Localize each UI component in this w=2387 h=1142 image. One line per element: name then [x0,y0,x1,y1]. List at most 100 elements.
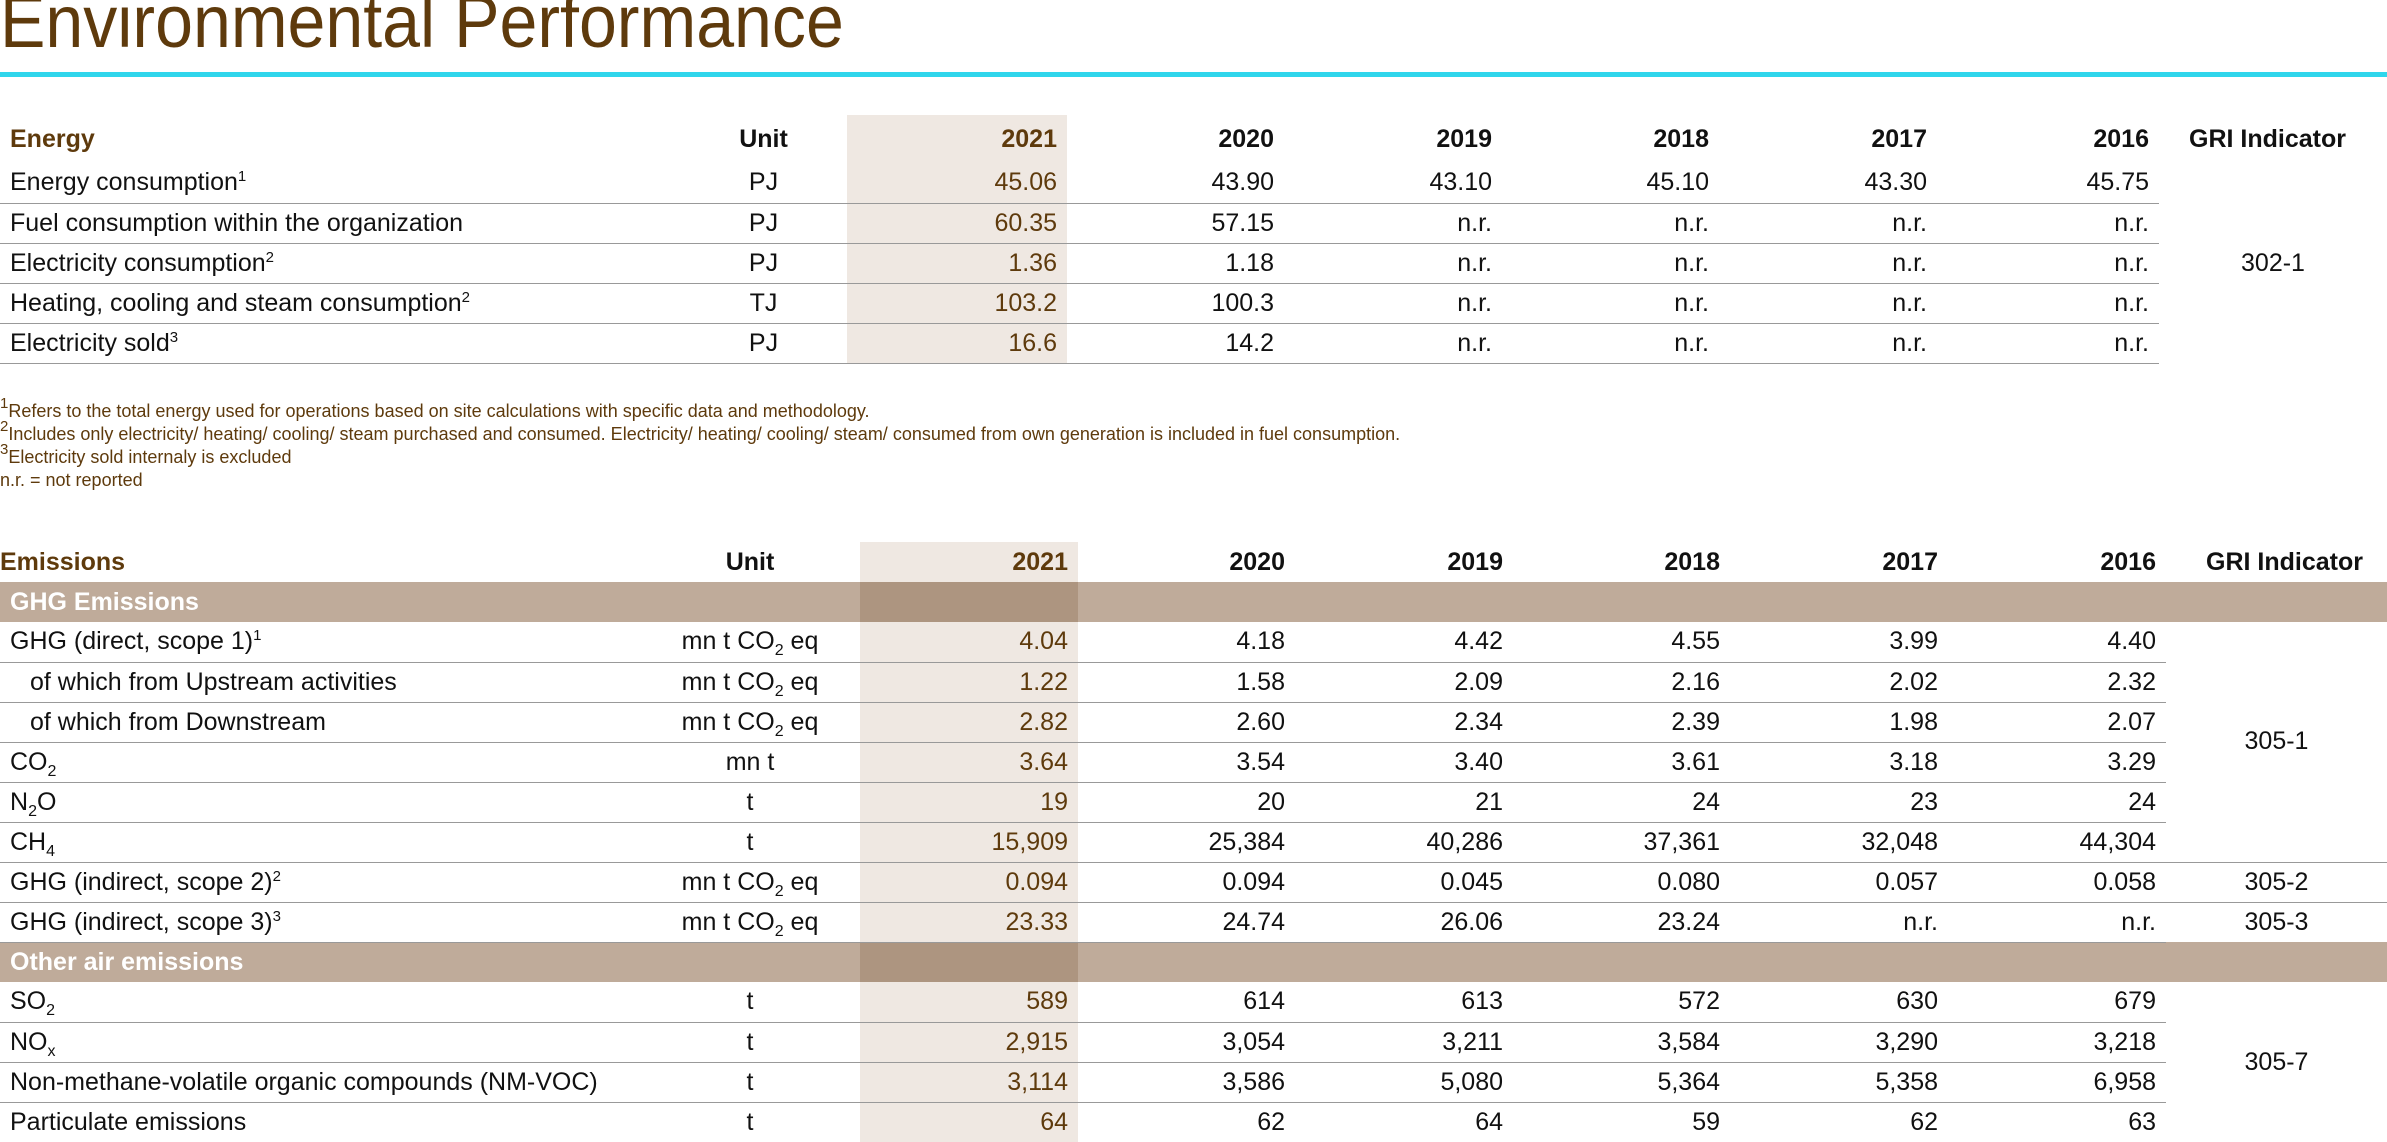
value-cell: 3,054 [1078,1022,1295,1063]
row-label: Energy consumption1 [0,163,680,204]
value-cell: 0.057 [1730,862,1948,903]
value-cell: 3.40 [1295,742,1513,783]
value-cell: 1.58 [1078,662,1295,703]
table-row: CO2 mn t 3.64 3.54 3.40 3.61 3.18 3.29 [0,742,2387,783]
row-label: CO2 [0,742,640,783]
value-2021: 1.22 [860,662,1078,703]
col-2020: 2020 [1218,124,1274,153]
value-cell: 3.18 [1730,742,1948,783]
value-cell: 63 [2128,1107,2156,1136]
unit-cell: mn t CO2 eq [640,902,860,943]
row-label: GHG (direct, scope 1)1 [0,622,640,663]
row-label: Particulate emissions [10,1107,247,1136]
value-2021: 0.094 [860,862,1078,903]
unit-cell: PJ [680,163,847,204]
unit-cell: mn t [640,742,860,783]
value-cell: 62 [1910,1107,1938,1136]
value-cell: 3.54 [1078,742,1295,783]
gri-indicator: 305-3 [2244,907,2309,936]
energy-table: Energy Unit 2021 2020 2019 2018 2017 201… [0,115,2387,364]
col-2020: 2020 [1229,547,1285,576]
value-cell: 0.094 [1078,862,1295,903]
value-cell: 3.99 [1730,622,1948,663]
emissions-section-title: Emissions [0,547,126,576]
table-row: Energy consumption1 PJ 45.06 43.90 43.10 45.1… [0,163,2387,277]
row-label: Non-methane-volatile organic compounds (… [0,1062,640,1103]
value-cell: n.r. [1730,902,1948,943]
value-cell: 4.55 [1513,622,1730,663]
value-cell: 43.10 [1284,163,1502,204]
value-cell: 5,358 [1730,1062,1948,1103]
value-cell: 100.3 [1067,283,1284,324]
col-2016: 2016 [2100,547,2156,576]
value-cell: n.r. [1502,283,1719,324]
footnote-mark: 2 [265,248,274,266]
table-row: Electricity consumption2 PJ 1.36 1.18 n.r. n.… [0,243,2387,284]
table-row: of which from Downstream mn t CO2 eq 2.82 2… [0,702,2387,743]
unit-cell: PJ [680,203,847,244]
value-cell: 26.06 [1295,902,1513,943]
value-cell: 43.30 [1719,163,1937,204]
value-cell: 2.34 [1295,702,1513,743]
unit-cell: PJ [680,323,847,364]
table-row: Particulate emissions t 64 62 64 59 62 63 [0,1102,2387,1142]
col-2019: 2019 [1436,124,1492,153]
value-cell: 3,211 [1295,1022,1513,1063]
value-cell: n.r. [1502,203,1719,244]
value-cell: 62 [1257,1107,1285,1136]
value-cell: n.r. [1948,902,2166,943]
value-cell: 3,586 [1078,1062,1295,1103]
value-cell: 1.18 [1067,243,1284,284]
value-cell: 23 [1730,782,1948,823]
row-label: SO2 [0,982,640,1023]
value-cell: n.r. [1937,203,2159,244]
value-2021: 3.64 [860,742,1078,783]
table-row: N2O t 19 20 21 24 23 24 [0,782,2387,823]
title-divider [0,72,2387,77]
table-row: CH4 t 15,909 25,384 40,286 37,361 32,048 44,304 [0,822,2387,863]
gri-indicator: 305-1 [2166,622,2387,863]
value-cell: n.r. [1937,243,2159,284]
value-cell: 2.39 [1513,702,1730,743]
footnote-mark: 3 [169,328,179,346]
table-row: of which from Upstream activities mn t CO… [0,662,2387,703]
category-row-other: Other air emissions [0,942,2387,982]
value-2021: 1.36 [847,243,1067,284]
col-2021: 2021 [860,542,1078,582]
value-2021: 23.33 [860,902,1078,943]
value-cell: n.r. [1284,283,1502,324]
value-cell: 0.080 [1513,862,1730,903]
unit-cell: mn t CO2 eq [640,862,860,903]
unit-cell: TJ [680,283,847,324]
table-row: SO2 t 589 614 613 572 630 679 305-7 [0,982,2387,1076]
value-cell: 614 [1078,982,1295,1023]
value-cell: n.r. [1502,323,1719,364]
value-cell: 24 [1948,782,2166,823]
value-cell: 20 [1078,782,1295,823]
row-label: of which from Upstream activities [0,662,640,703]
table-row: NOx t 2,915 3,054 3,211 3,584 3,290 3,218 [0,1022,2387,1063]
footnote-mark: 3 [272,907,281,925]
table-row: Fuel consumption within the organization… [0,203,2387,244]
category-label: GHG Emissions [0,582,640,622]
value-2021: 2,915 [860,1022,1078,1063]
footnote-mark: 2 [461,288,471,306]
value-2021: 64 [860,1102,1078,1142]
value-cell: 679 [1948,982,2166,1023]
row-label: GHG (indirect, scope 2)2 [0,862,640,903]
page-title: Environmental Performance [0,0,844,63]
col-2016: 2016 [2093,124,2149,153]
value-cell: 24.74 [1078,902,1295,943]
value-cell: 14.2 [1067,323,1284,364]
gri-indicator: 305-2 [2166,862,2387,903]
value-cell: 2.09 [1295,662,1513,703]
row-label: Heating, cooling and steam consumption2 [0,283,680,324]
unit-cell: mn t CO2 eq [640,622,860,663]
row-label: GHG (indirect, scope 3)3 [0,902,640,943]
value-cell: 4.18 [1078,622,1295,663]
col-gri: GRI Indicator [2206,547,2363,576]
footnote-mark: 1 [237,168,247,186]
energy-header-row: Energy Unit 2021 2020 2019 2018 2017 201… [0,115,2387,163]
table-row: Electricity sold3 PJ 16.6 14.2 n.r. n.r. n.r. n… [0,323,2387,364]
value-cell: 24 [1513,782,1730,823]
